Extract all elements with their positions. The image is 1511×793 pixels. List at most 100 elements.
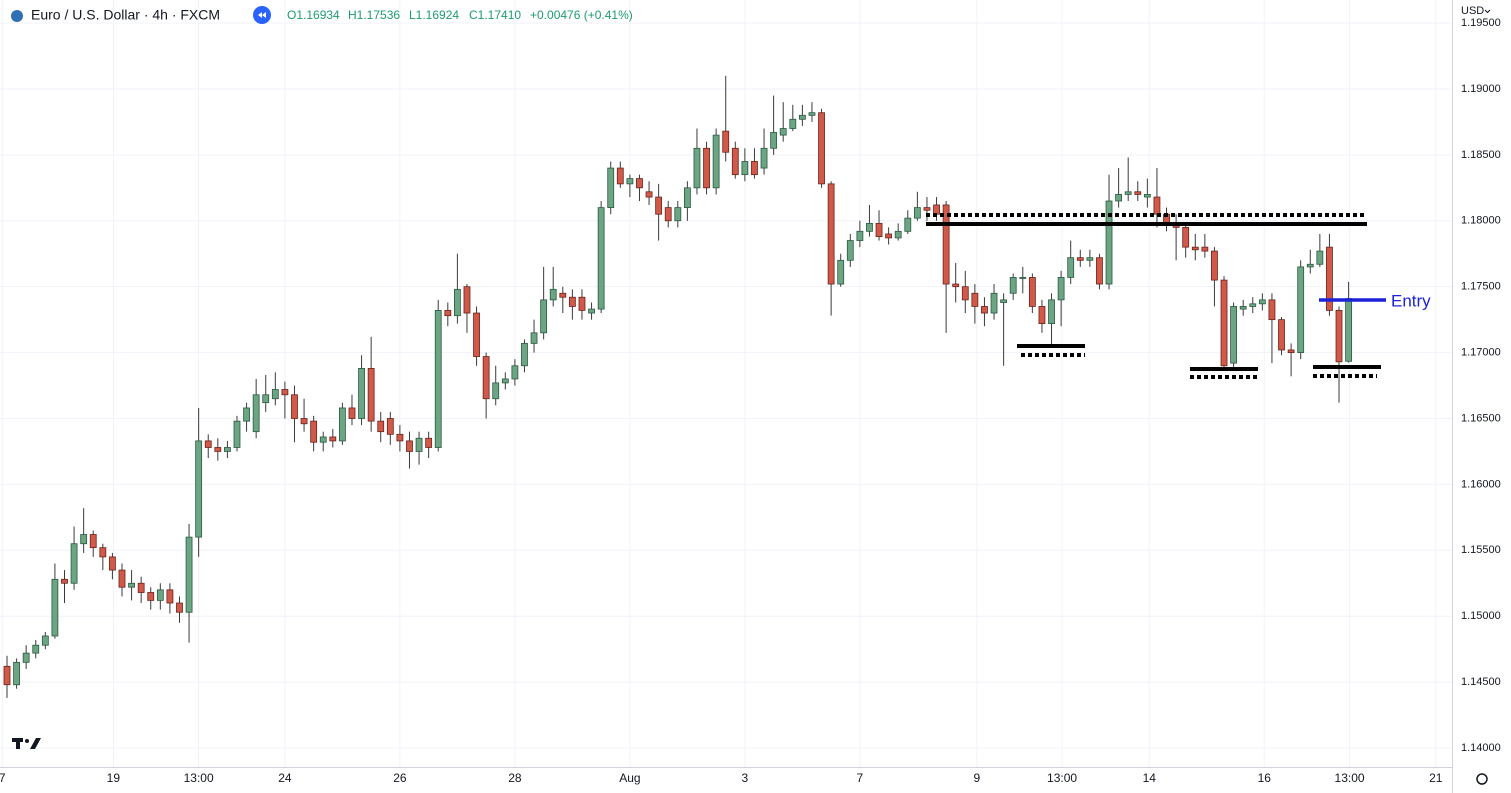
candle-body bbox=[866, 223, 873, 232]
x-tick-label: 26 bbox=[393, 771, 407, 785]
y-tick-label: 1.18000 bbox=[1461, 215, 1501, 227]
x-tick-label: 28 bbox=[508, 771, 522, 785]
candle-body bbox=[1000, 299, 1008, 303]
candle-body bbox=[1134, 191, 1142, 195]
settings-button[interactable] bbox=[1476, 773, 1488, 785]
x-tick-label: 16 bbox=[1258, 771, 1272, 785]
candle-body bbox=[1076, 257, 1084, 261]
candle-body bbox=[741, 161, 749, 176]
candle-body bbox=[559, 292, 567, 298]
candle-body bbox=[578, 296, 586, 311]
x-tick-label: 19 bbox=[107, 771, 121, 785]
candle-body bbox=[1096, 257, 1103, 285]
tv-logo bbox=[12, 738, 41, 749]
x-tick-label: 9 bbox=[973, 771, 980, 785]
candle-body bbox=[693, 147, 701, 189]
candle-body bbox=[990, 292, 998, 314]
candle-body bbox=[501, 378, 509, 384]
candle-body bbox=[674, 207, 682, 222]
candle-body bbox=[252, 394, 260, 433]
candle-body bbox=[923, 207, 931, 211]
candle-body bbox=[1258, 299, 1266, 305]
candle-body bbox=[204, 440, 212, 448]
candle-body bbox=[971, 292, 979, 307]
candle-body bbox=[1057, 277, 1065, 301]
ohlc-high: H1.17536 bbox=[348, 8, 400, 22]
candle-body bbox=[827, 183, 835, 285]
logo-part bbox=[30, 738, 41, 749]
ohlc-change: +0.00476 (+0.41%) bbox=[530, 8, 633, 22]
ohlc-low: L1.16924 bbox=[409, 8, 459, 22]
x-tick-label: Aug bbox=[619, 771, 640, 785]
candle-body bbox=[386, 418, 394, 435]
candle-body bbox=[128, 582, 135, 588]
logo-part bbox=[25, 739, 29, 743]
candle-body bbox=[13, 661, 20, 686]
candle-body bbox=[1038, 306, 1046, 324]
candle-body bbox=[1211, 250, 1218, 281]
gear-icon[interactable] bbox=[1476, 773, 1488, 785]
candle-body bbox=[655, 196, 663, 215]
candle-body bbox=[511, 365, 519, 380]
candle-body bbox=[367, 368, 375, 422]
candle-body bbox=[195, 440, 203, 538]
x-tick-label: 13:00 bbox=[1047, 771, 1077, 785]
x-tick-label: 7 bbox=[857, 771, 864, 785]
candle-body bbox=[109, 556, 116, 571]
candle-body bbox=[377, 420, 385, 433]
replay-button[interactable] bbox=[253, 6, 271, 24]
candle-body bbox=[607, 167, 615, 209]
candle-body bbox=[913, 207, 921, 219]
candle-body bbox=[271, 389, 279, 400]
candle-body bbox=[894, 230, 902, 239]
candle-body bbox=[789, 118, 797, 129]
currency-menu[interactable]: USD bbox=[1461, 5, 1491, 17]
candle-body bbox=[779, 128, 787, 136]
candle-body bbox=[281, 389, 289, 396]
candle-body bbox=[1297, 266, 1305, 353]
candle-body bbox=[3, 665, 11, 686]
x-tick-label: 13:00 bbox=[184, 771, 214, 785]
candle-body bbox=[80, 534, 88, 545]
candle-body bbox=[856, 230, 864, 241]
candle-body bbox=[444, 310, 452, 317]
candle-body bbox=[415, 437, 423, 452]
symbol-icon bbox=[11, 10, 23, 22]
y-tick-label: 1.15000 bbox=[1461, 610, 1501, 622]
candle-body bbox=[1086, 257, 1094, 261]
candle-body bbox=[952, 283, 960, 288]
y-tick-label: 1.18500 bbox=[1461, 149, 1501, 161]
candle-body bbox=[463, 286, 471, 314]
candle-body bbox=[1335, 310, 1343, 363]
candle-body bbox=[61, 578, 68, 584]
candle-body bbox=[1153, 196, 1161, 215]
candle-body bbox=[310, 420, 318, 443]
replay-glyph bbox=[258, 12, 266, 18]
candle-body bbox=[118, 569, 126, 588]
candle-body bbox=[224, 447, 231, 452]
candle-body bbox=[1326, 246, 1333, 311]
candle-body bbox=[1191, 246, 1199, 251]
y-tick-label: 1.16000 bbox=[1461, 478, 1501, 490]
candle-body bbox=[636, 178, 643, 189]
candle-body bbox=[262, 394, 270, 404]
candle-body bbox=[137, 582, 145, 593]
candle-body bbox=[1009, 277, 1017, 294]
ohlc-close: C1.17410 bbox=[469, 8, 521, 22]
candle-body bbox=[875, 223, 883, 237]
candle-body bbox=[358, 368, 365, 419]
y-tick-label: 1.14000 bbox=[1461, 742, 1501, 754]
price-axis-bg bbox=[1452, 0, 1511, 793]
candle-body bbox=[1115, 194, 1123, 202]
candle-body bbox=[348, 407, 356, 419]
candle-body bbox=[233, 420, 241, 448]
candles-layer bbox=[3, 75, 1353, 698]
candle-body bbox=[492, 382, 500, 400]
candle-body bbox=[396, 433, 404, 442]
y-tick-label: 1.15500 bbox=[1461, 544, 1501, 556]
candle-body bbox=[1048, 299, 1055, 324]
currency-label[interactable]: USD bbox=[1461, 5, 1484, 17]
axis-labels: 1.14000 1.14500 1.15000 1.15500 1.16000 1.165… bbox=[0, 17, 1501, 785]
candle-body bbox=[406, 440, 413, 452]
